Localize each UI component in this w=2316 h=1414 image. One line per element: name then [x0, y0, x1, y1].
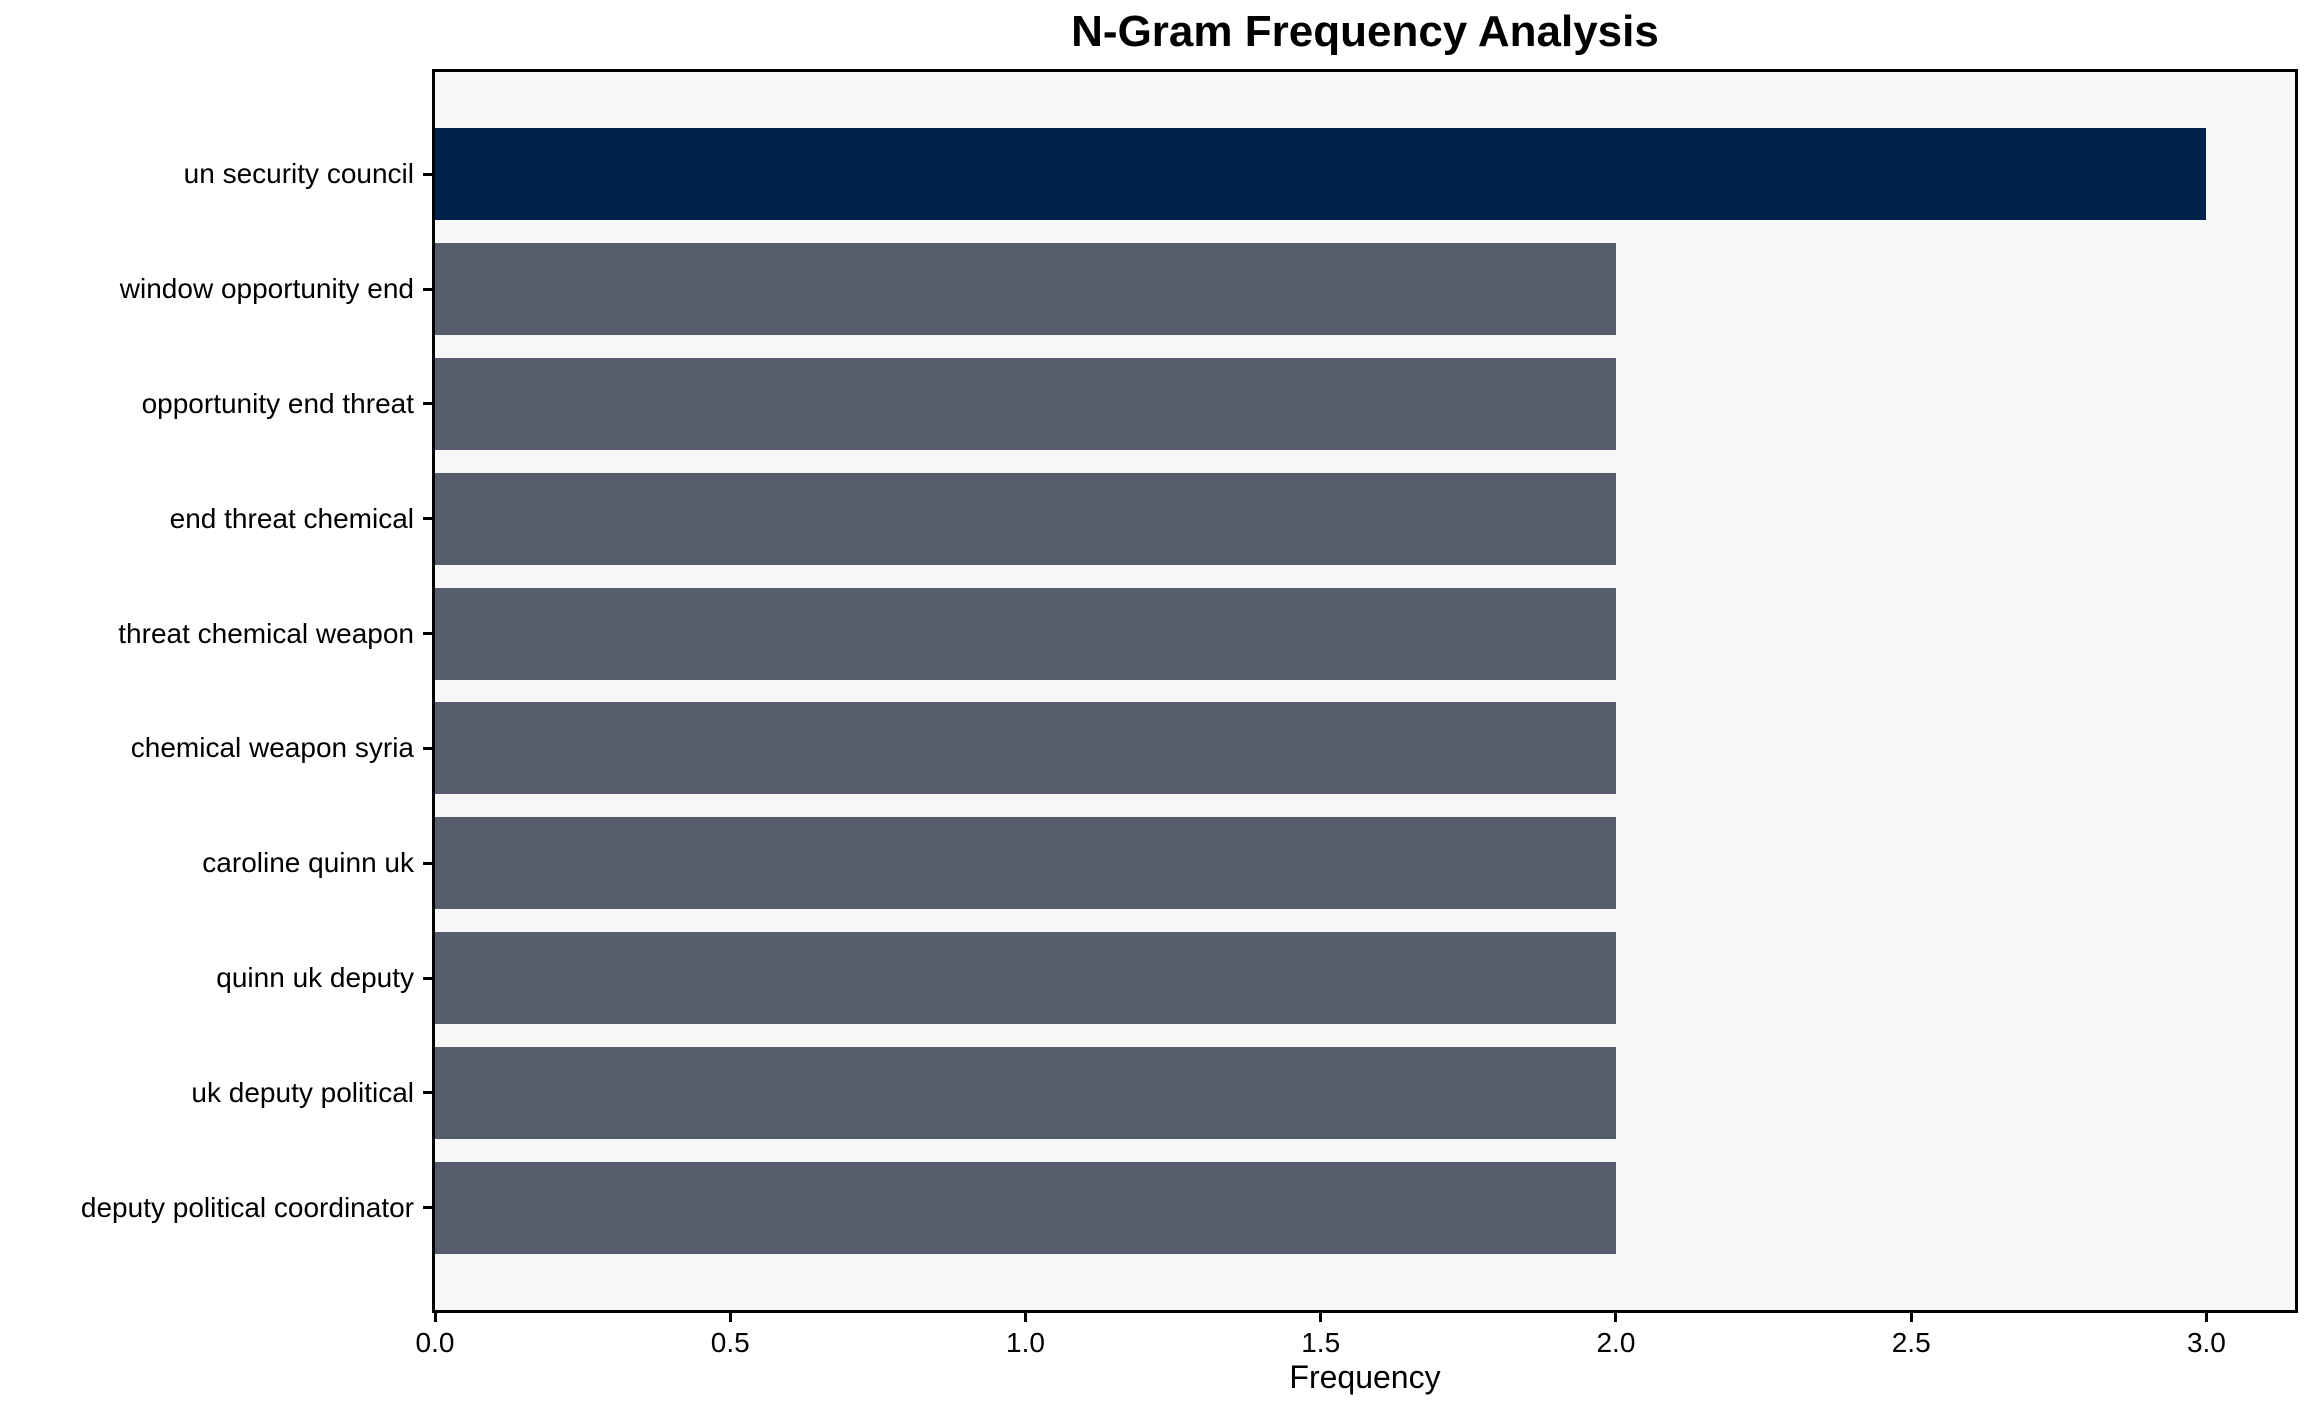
- x-tick-mark: [433, 1310, 437, 1322]
- x-tick-label: 3.0: [2186, 1327, 2226, 1358]
- bar: [435, 243, 1616, 335]
- y-tick-label: window opportunity end: [119, 273, 414, 305]
- x-tick-label: 0.0: [415, 1327, 455, 1358]
- y-tick-label: uk deputy political: [191, 1076, 414, 1108]
- x-tick-label: 2.0: [1596, 1327, 1636, 1358]
- bar: [435, 587, 1616, 680]
- y-tick-label: deputy political coordinator: [80, 1191, 414, 1223]
- y-tick-label: end threat chemical: [169, 502, 414, 534]
- y-tick-mark: [423, 632, 435, 636]
- y-tick-label: un security council: [183, 158, 414, 190]
- x-tick-label: 0.5: [710, 1327, 750, 1358]
- x-axis-label: Frequency: [1289, 1359, 1441, 1395]
- y-tick-mark: [423, 517, 435, 521]
- x-tick-label: 1.0: [1006, 1327, 1045, 1358]
- y-tick-mark: [423, 287, 435, 291]
- y-tick-label: quinn uk deputy: [216, 962, 414, 994]
- y-tick-mark: [423, 1091, 435, 1095]
- bar: [435, 1161, 1616, 1254]
- y-tick-mark: [423, 1206, 435, 1210]
- x-tick-mark: [1319, 1310, 1323, 1322]
- y-tick-mark: [423, 172, 435, 176]
- y-axis-labels: un security council window opportunity en…: [0, 72, 420, 1310]
- bar: [435, 357, 1616, 450]
- bar: [435, 1047, 1616, 1139]
- bar: [435, 702, 1616, 795]
- bar: [435, 932, 1616, 1025]
- y-tick-mark: [423, 402, 435, 406]
- y-tick-label: opportunity end threat: [141, 387, 414, 419]
- y-tick-mark: [423, 746, 435, 750]
- y-tick-label: threat chemical weapon: [118, 617, 414, 649]
- y-tick-label: chemical weapon syria: [130, 732, 414, 764]
- y-tick-mark: [423, 976, 435, 980]
- x-tick-mark: [728, 1310, 732, 1322]
- x-tick-label: 1.5: [1301, 1327, 1341, 1358]
- x-tick-mark: [1614, 1310, 1618, 1322]
- bar: [435, 128, 2207, 221]
- bar: [435, 817, 1616, 910]
- x-tick-label: 2.5: [1891, 1327, 1931, 1358]
- plot-area: [432, 69, 2298, 1313]
- y-tick-label: caroline quinn uk: [202, 847, 414, 879]
- x-tick-mark: [1023, 1310, 1027, 1322]
- x-tick-mark: [2204, 1310, 2208, 1322]
- bar: [435, 472, 1616, 565]
- chart-title: N-Gram Frequency Analysis: [1071, 7, 1659, 56]
- y-tick-mark: [423, 861, 435, 865]
- x-tick-mark: [1909, 1310, 1913, 1322]
